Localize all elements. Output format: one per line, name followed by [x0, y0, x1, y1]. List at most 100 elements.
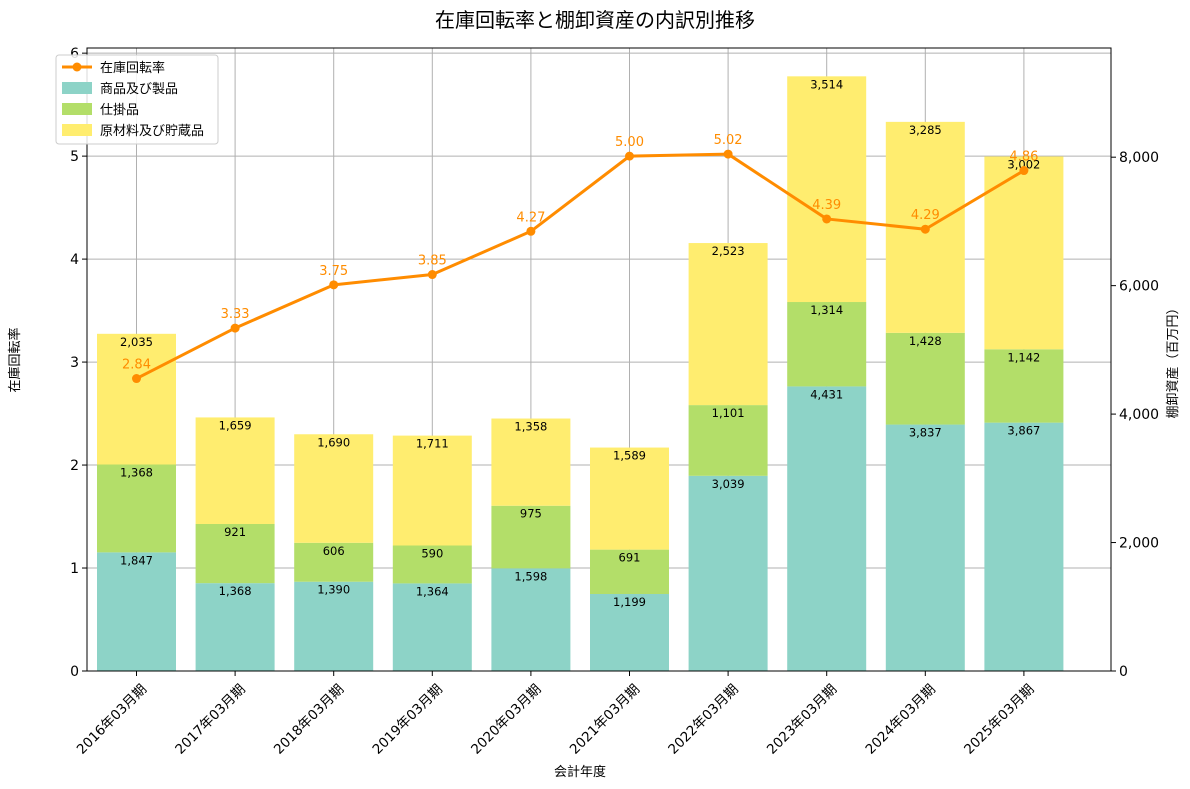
plot-frame [86, 47, 1112, 672]
turnover-value-label: 3.85 [418, 254, 447, 269]
left-axis-label: 在庫回転率 [7, 327, 23, 392]
bar-segment [688, 243, 768, 406]
bar-segment [294, 581, 374, 671]
legend-color-swatch [62, 82, 92, 94]
bar-segment [590, 549, 669, 594]
turnover-point [427, 270, 437, 280]
turnover-value-label: 3.33 [221, 307, 250, 322]
bar-segment [195, 417, 275, 524]
x-tick-label: 2024年03月期 [863, 681, 939, 757]
bar-value-label: 1,368 [219, 584, 252, 598]
bar-value-label: 1,364 [416, 584, 449, 598]
x-tick-label: 2019年03月期 [370, 681, 446, 757]
bar-value-label: 1,101 [712, 406, 745, 420]
bar-value-label: 4,431 [810, 387, 843, 401]
x-tick-label: 2018年03月期 [271, 681, 347, 757]
legend-label: 原材料及び貯蔵品 [100, 124, 204, 139]
turnover-value-label: 4.29 [911, 208, 940, 223]
x-axis: 2016年03月期 2017年03月期 2018年03月期 2019年03月期 2020… [74, 671, 1038, 758]
right-tick-label: 0 [1119, 664, 1128, 680]
bar-value-label: 1,428 [909, 334, 942, 348]
bar-segment [491, 505, 571, 569]
left-axis: 0 1 2 3 4 5 6 [70, 46, 87, 680]
left-tick-label: 1 [70, 561, 79, 577]
bar-segment [787, 386, 867, 671]
bar-value-label: 2,523 [712, 244, 745, 258]
legend-label: 在庫回転率 [100, 60, 165, 76]
bar-segment [885, 332, 965, 425]
bar-value-label: 691 [619, 551, 641, 565]
bar-value-label: 3,837 [909, 426, 942, 440]
legend-color-swatch [62, 124, 92, 136]
bar-segment [590, 447, 669, 550]
bar-segment [294, 434, 374, 543]
turnover-line: 2.84 3.33 3.75 3.85 4.27 5.00 5.02 4.39 4.29 4.86 [122, 133, 1038, 384]
bar-segment [590, 593, 669, 671]
bar-segment [787, 76, 867, 303]
legend-label: 仕掛品 [100, 103, 139, 118]
chart-title: 在庫回転率と棚卸資産の内訳別推移 [435, 8, 755, 32]
turnover-polyline [135, 152, 1025, 380]
turnover-value-label: 5.02 [714, 133, 743, 148]
bar-value-label: 3,867 [1007, 424, 1040, 438]
right-tick-label: 8,000 [1119, 150, 1159, 166]
turnover-point [920, 224, 930, 234]
bar-value-label: 1,659 [219, 418, 252, 432]
bar-value-label: 921 [224, 525, 246, 539]
turnover-point [526, 226, 536, 236]
bar-value-label: 975 [520, 507, 542, 521]
bar-value-label: 606 [323, 544, 345, 558]
bar-segment [195, 583, 275, 671]
bar-labels: 1,847 1,368 2,035 1,368 921 1,659 1,390 606 1,69… [120, 77, 1040, 609]
x-tick-label: 2017年03月期 [172, 681, 248, 757]
bar-segment [97, 333, 176, 465]
bar-value-label: 3,285 [909, 123, 942, 137]
bar-value-label: 1,314 [810, 303, 843, 317]
bar-segment [984, 349, 1064, 423]
turnover-value-label: 3.75 [319, 264, 348, 279]
bar-segment [294, 542, 374, 582]
bar-segment [688, 405, 768, 476]
turnover-value-label: 4.39 [812, 198, 841, 213]
turnover-point [329, 280, 339, 290]
x-tick-label: 2016年03月期 [74, 681, 150, 757]
left-tick-label: 4 [70, 252, 79, 268]
bar-value-label: 1,358 [514, 420, 547, 434]
bar-segment [984, 422, 1064, 671]
x-axis-label: 会計年度 [554, 764, 606, 780]
bar-value-label: 1,711 [416, 437, 449, 451]
bar-value-label: 1,390 [317, 583, 350, 597]
bar-value-label: 1,598 [514, 569, 547, 583]
bar-segment [688, 475, 768, 671]
turnover-point [1019, 166, 1029, 176]
bar-segment [885, 424, 965, 671]
bars [97, 76, 1064, 671]
bar-value-label: 590 [421, 547, 443, 561]
bar-segment [491, 418, 571, 506]
bar-value-label: 1,142 [1007, 350, 1040, 364]
turnover-point [132, 374, 141, 384]
turnover-point [230, 323, 240, 333]
turnover-point [723, 149, 733, 159]
bar-segment [195, 523, 275, 584]
turnover-point [822, 214, 832, 224]
bar-segment [97, 464, 176, 553]
x-tick-label: 2022年03月期 [665, 681, 741, 757]
bar-value-label: 3,514 [810, 77, 843, 91]
right-tick-label: 4,000 [1119, 407, 1159, 423]
x-tick-label: 2020年03月期 [468, 681, 544, 757]
bar-segment [97, 552, 176, 671]
bar-value-label: 1,199 [613, 595, 646, 609]
bar-segment [392, 545, 472, 584]
bar-segment [392, 583, 472, 671]
x-tick-label: 2023年03月期 [764, 681, 840, 757]
turnover-value-label: 2.84 [122, 358, 151, 373]
turnover-value-label: 5.00 [615, 135, 644, 150]
x-tick-label: 2025年03月期 [961, 681, 1037, 757]
turnover-point [625, 151, 634, 161]
turnover-value-label: 4.27 [516, 210, 545, 225]
bar-segment [787, 302, 867, 387]
right-axis: 0 2,000 4,000 6,000 8,000 [1111, 150, 1159, 680]
